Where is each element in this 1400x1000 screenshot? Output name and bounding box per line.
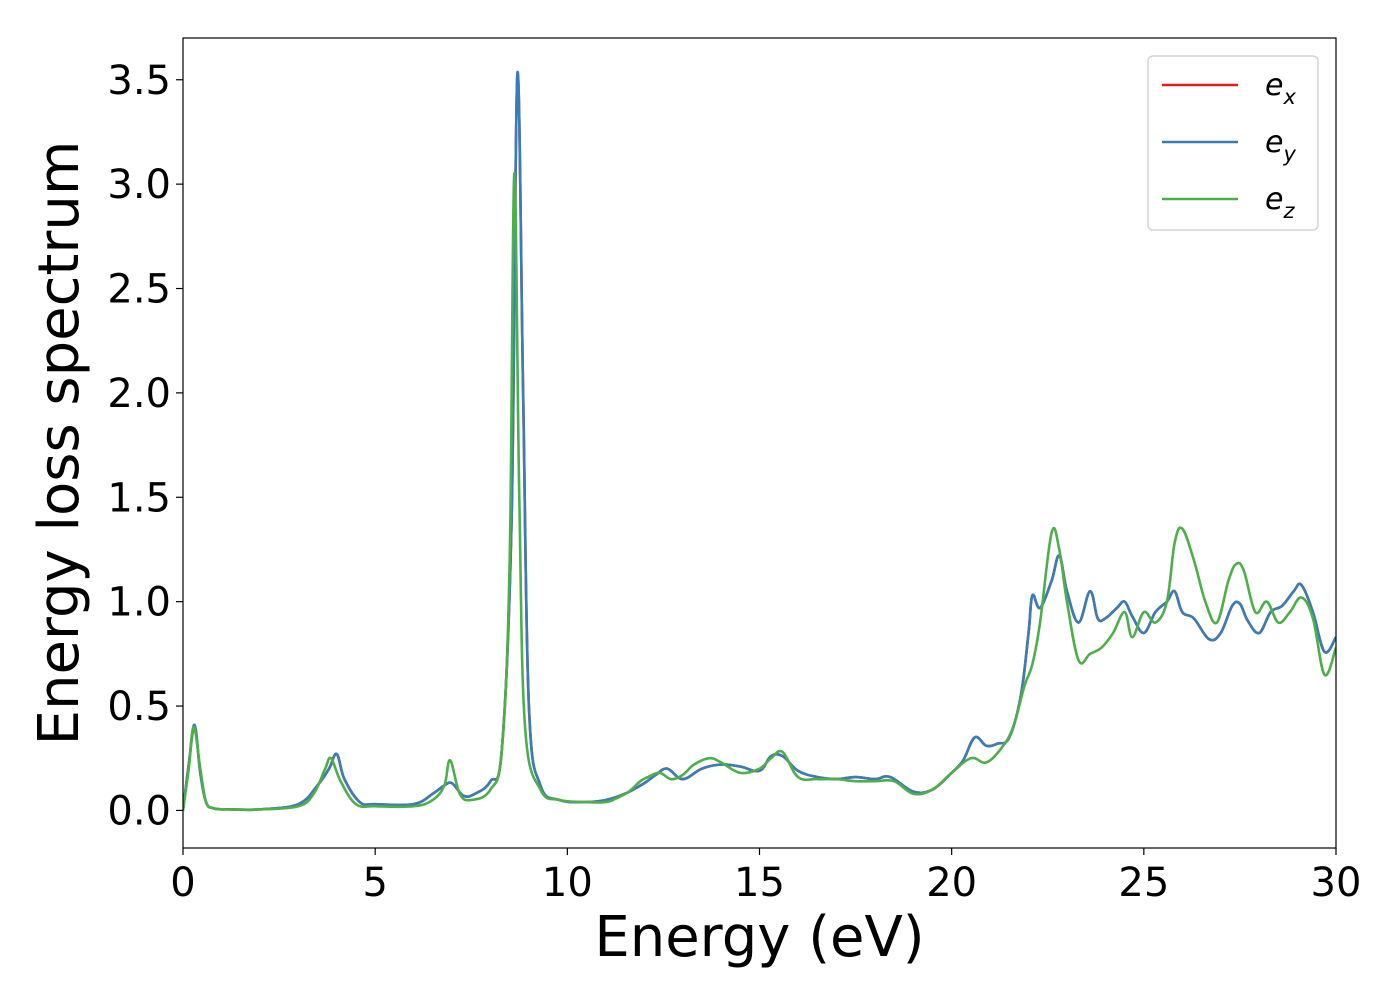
y-tick-label: 3.0 [107,162,171,208]
series-line-y [183,70,1336,812]
x-tick-label: 15 [734,860,785,906]
x-tick-label: 30 [1311,860,1362,906]
legend-label-z: ez [1265,182,1295,223]
y-tick-label: 0.0 [107,788,171,834]
plot-lines [183,70,1336,812]
x-tick-label: 5 [362,860,387,906]
legend: ex ey ez [1147,55,1319,231]
x-tick-label: 10 [542,860,593,906]
x-tick-label: 25 [1118,860,1169,906]
x-axis: 0 5 10 15 20 25 30 [170,848,1361,906]
x-tick-label: 20 [926,860,977,906]
series-line-z [183,172,1336,811]
x-tick-label: 0 [170,860,195,906]
y-tick-label: 0.5 [107,684,171,730]
x-axis-title: Energy (eV) [594,905,924,970]
y-tick-label: 1.5 [107,475,171,521]
y-tick-label: 3.5 [107,58,171,104]
y-tick-label: 2.5 [107,267,171,313]
legend-label-x: ex [1265,68,1296,109]
y-tick-label: 1.0 [107,580,171,626]
y-tick-label: 2.0 [107,371,171,417]
legend-label-y: ey [1265,125,1296,166]
y-axis-title: Energy loss spectrum [27,141,92,746]
y-axis: 0.0 0.5 1.0 1.5 2.0 2.5 3.0 3.5 [107,58,183,834]
